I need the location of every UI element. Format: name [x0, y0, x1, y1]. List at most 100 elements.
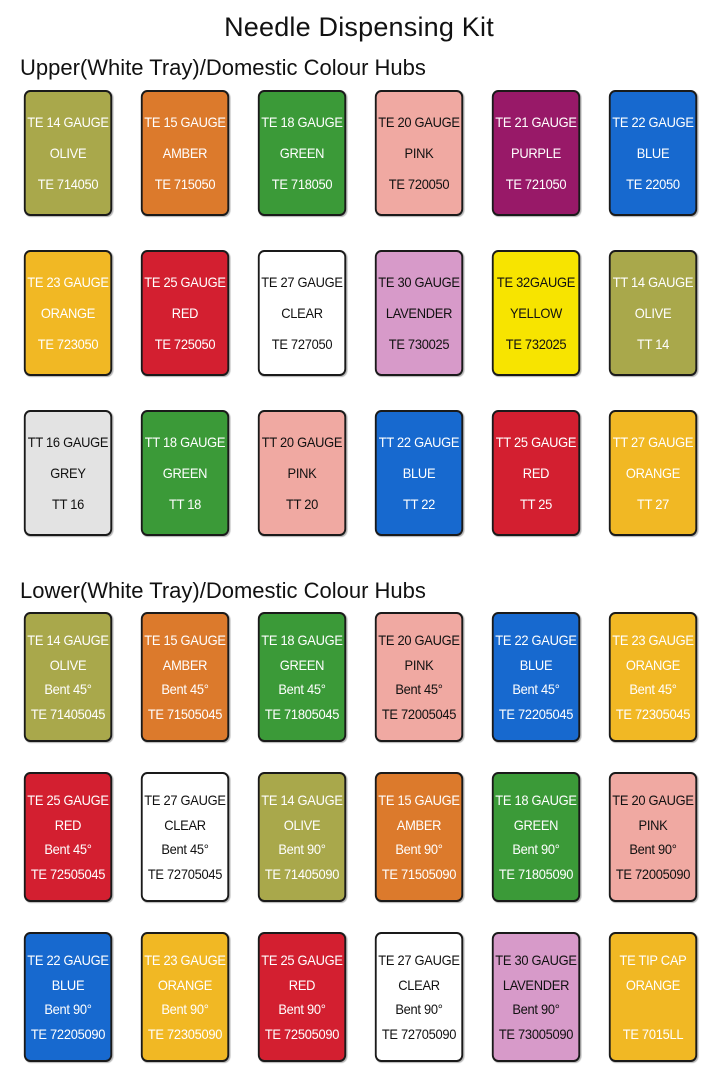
hub-swatch-card: TE 23 GAUGE ORANGE Bent 45° TE 72305045 — [608, 612, 698, 742]
part-number: TE 22050 — [626, 176, 680, 193]
gauge-label: TE 23 GAUGE — [27, 273, 109, 290]
part-number: TE 725050 — [154, 336, 216, 353]
colour-label: ORANGE — [625, 656, 681, 673]
colour-label: OLIVE — [283, 816, 321, 833]
part-number: TE 730025 — [388, 336, 450, 353]
colour-label: GREY — [50, 464, 86, 481]
bend-label: Bent 90° — [278, 841, 326, 858]
hub-swatch-card: TE 25 GAUGE RED Bent 90° TE 72505090 — [257, 932, 347, 1062]
part-number: TE 7015LL — [622, 1025, 684, 1042]
lower-hub-grid: TE 14 GAUGE OLIVE Bent 45° TE 71405045 TE 15… — [20, 612, 701, 1062]
part-number: TE 72305045 — [615, 705, 691, 722]
hub-swatch-card: TE 22 GAUGE BLUE Bent 90° TE 72205090 — [23, 932, 113, 1062]
colour-label: GREEN — [513, 816, 559, 833]
part-number: TE 718050 — [271, 176, 333, 193]
part-number: TE 732025 — [505, 336, 567, 353]
gauge-label: TE 15 GAUGE — [144, 113, 226, 130]
bend-label: Bent 90° — [512, 841, 560, 858]
colour-label: BLUE — [636, 144, 670, 161]
hub-swatch-card: TE 30 GAUGE LAVENDER TE 730025 — [374, 250, 464, 376]
gauge-label: TE 18 GAUGE — [495, 792, 577, 809]
bend-label: Bent 45° — [44, 681, 92, 698]
part-number: TE 71405090 — [264, 865, 340, 882]
hub-swatch-card: TE 32GAUGE YELLOW TE 732025 — [491, 250, 581, 376]
part-number: TE 714050 — [37, 176, 99, 193]
hub-swatch-card: TE 14 GAUGE OLIVE Bent 45° TE 71405045 — [23, 612, 113, 742]
part-number: TE 72305090 — [147, 1025, 223, 1042]
gauge-label: TT 22 GAUGE — [378, 433, 460, 450]
hub-swatch-card: TE 20 GAUGE PINK Bent 45° TE 72005045 — [374, 612, 464, 742]
part-number: TE 723050 — [37, 336, 99, 353]
part-number: TE 72205090 — [30, 1025, 106, 1042]
colour-label: LAVENDER — [385, 304, 453, 321]
part-number: TE 72505090 — [264, 1025, 340, 1042]
colour-label: AMBER — [396, 816, 442, 833]
bend-label: Bent 45° — [629, 681, 677, 698]
hub-swatch-card: TE 14 GAUGE OLIVE Bent 90° TE 71405090 — [257, 772, 347, 902]
colour-label: ORANGE — [625, 464, 681, 481]
hub-swatch-card: TE 27 GAUGE CLEAR TE 727050 — [257, 250, 347, 376]
colour-label: RED — [171, 304, 199, 321]
gauge-label: TE 20 GAUGE — [378, 113, 460, 130]
hub-swatch-card: TE 23 GAUGE ORANGE TE 723050 — [23, 250, 113, 376]
gauge-label: TT 18 GAUGE — [144, 433, 226, 450]
upper-section-heading: Upper(White Tray)/Domestic Colour Hubs — [20, 55, 426, 80]
part-number: TE 71505045 — [147, 705, 223, 722]
hub-swatch-card: TE 27 GAUGE CLEAR Bent 90° TE 72705090 — [374, 932, 464, 1062]
gauge-label: TE 20 GAUGE — [378, 632, 460, 649]
hub-swatch-card: TT 25 GAUGE RED TT 25 — [491, 410, 581, 536]
hub-swatch-card: TT 14 GAUGE OLIVE TT 14 — [608, 250, 698, 376]
hub-swatch-card: TE 18 GAUGE GREEN Bent 45° TE 71805045 — [257, 612, 347, 742]
hub-swatch-card: TE 15 GAUGE AMBER Bent 45° TE 71505045 — [140, 612, 230, 742]
bend-label: Bent 45° — [161, 841, 209, 858]
part-number: TE 71405045 — [30, 705, 106, 722]
part-number: TT 27 — [636, 496, 670, 513]
colour-label: PINK — [638, 816, 668, 833]
gauge-label: TE 22 GAUGE — [27, 952, 109, 969]
part-number: TT 22 — [402, 496, 436, 513]
gauge-label: TE 18 GAUGE — [261, 113, 343, 130]
colour-label: ORANGE — [157, 976, 213, 993]
hub-swatch-card: TE 14 GAUGE OLIVE TE 714050 — [23, 90, 113, 216]
colour-label: GREEN — [279, 144, 325, 161]
bend-label: Bent 45° — [512, 681, 560, 698]
gauge-label: TE 14 GAUGE — [27, 632, 109, 649]
gauge-label: TT 25 GAUGE — [495, 433, 577, 450]
gauge-label: TE 21 GAUGE — [495, 113, 577, 130]
part-number: TT 14 — [636, 336, 670, 353]
hub-swatch-card: TE 18 GAUGE GREEN TE 718050 — [257, 90, 347, 216]
colour-label: RED — [288, 976, 316, 993]
gauge-label: TE 14 GAUGE — [27, 113, 109, 130]
gauge-label: TE TIP CAP — [619, 952, 687, 969]
part-number: TE 721050 — [505, 176, 567, 193]
colour-label: ORANGE — [625, 976, 681, 993]
gauge-label: TT 20 GAUGE — [261, 433, 343, 450]
colour-label: CLEAR — [281, 304, 323, 321]
bend-label: Bent 90° — [278, 1001, 326, 1018]
gauge-label: TT 14 GAUGE — [612, 273, 694, 290]
hub-swatch-card: TT 22 GAUGE BLUE TT 22 — [374, 410, 464, 536]
colour-label: LAVENDER — [502, 976, 570, 993]
colour-label: BLUE — [519, 656, 553, 673]
hub-swatch-card: TE 23 GAUGE ORANGE Bent 90° TE 72305090 — [140, 932, 230, 1062]
gauge-label: TE 27 GAUGE — [378, 952, 460, 969]
bend-label: Bent 45° — [395, 681, 443, 698]
part-number: TE 72005045 — [381, 705, 457, 722]
bend-label: Bent 45° — [161, 681, 209, 698]
part-number: TE 72705045 — [147, 865, 223, 882]
gauge-label: TT 27 GAUGE — [612, 433, 694, 450]
gauge-label: TE 30 GAUGE — [378, 273, 460, 290]
part-number: TE 73005090 — [498, 1025, 574, 1042]
hub-swatch-card: TE 22 GAUGE BLUE Bent 45° TE 72205045 — [491, 612, 581, 742]
hub-swatch-card: TT 16 GAUGE GREY TT 16 — [23, 410, 113, 536]
part-number: TT 16 — [51, 496, 85, 513]
gauge-label: TE 27 GAUGE — [144, 792, 226, 809]
colour-label: RED — [522, 464, 550, 481]
colour-label: RED — [54, 816, 82, 833]
page-title: Needle Dispensing Kit — [224, 12, 494, 42]
part-number: TE 727050 — [271, 336, 333, 353]
bend-label: Bent 90° — [395, 1001, 443, 1018]
gauge-label: TE 18 GAUGE — [261, 632, 343, 649]
bend-label: Bent 90° — [512, 1001, 560, 1018]
colour-label: PINK — [404, 656, 434, 673]
